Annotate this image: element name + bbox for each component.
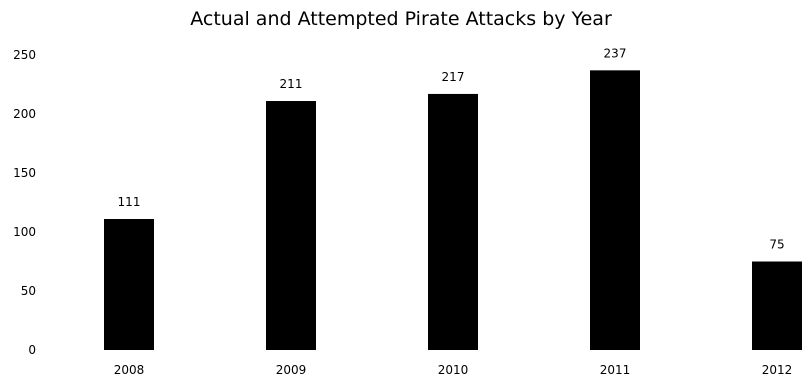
x-tick-label-2009: 2009 — [276, 363, 307, 377]
data-label-2012: 75 — [769, 238, 784, 252]
data-label-2010: 217 — [442, 70, 465, 84]
bar-2012 — [752, 261, 802, 350]
y-tick-label-150: 150 — [13, 166, 36, 180]
bar-2009 — [266, 101, 316, 351]
bar-2008 — [104, 219, 154, 350]
data-label-2011: 237 — [604, 46, 627, 60]
y-tick-label-100: 100 — [13, 225, 36, 239]
x-tick-label-2008: 2008 — [114, 363, 145, 377]
x-tick-label-2010: 2010 — [438, 363, 469, 377]
y-tick-label-0: 0 — [28, 343, 36, 357]
bar-2011 — [590, 70, 640, 350]
data-label-2008: 111 — [118, 195, 141, 209]
chart-title: Actual and Attempted Pirate Attacks by Y… — [190, 8, 612, 30]
data-label-2009: 211 — [280, 77, 303, 91]
y-tick-label-200: 200 — [13, 107, 36, 121]
x-tick-label-2011: 2011 — [600, 363, 631, 377]
x-tick-label-2012: 2012 — [762, 363, 793, 377]
y-tick-label-50: 50 — [21, 284, 36, 298]
bar-2010 — [428, 93, 478, 350]
y-tick-label-250: 250 — [13, 48, 36, 62]
